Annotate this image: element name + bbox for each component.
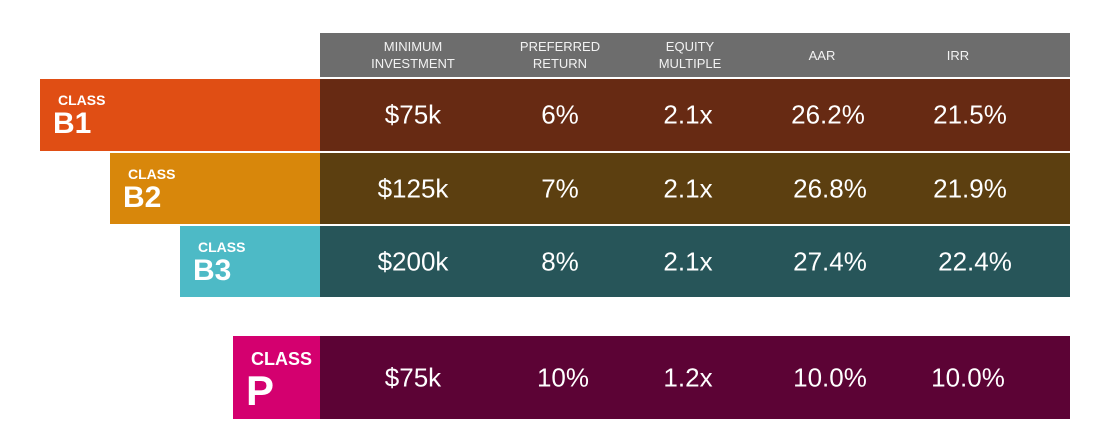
cell-value: 27.4%	[793, 246, 867, 276]
cell-value: $125k	[377, 173, 449, 203]
class-label: CLASS	[251, 349, 313, 369]
class-label: CLASS	[198, 239, 246, 255]
cell-value: 7%	[541, 173, 579, 203]
cell-value: 2.1x	[663, 246, 713, 276]
cell-value: 26.2%	[791, 99, 865, 130]
column-header: IRR	[946, 47, 970, 63]
cell-value: 10%	[536, 362, 590, 392]
cell-value: 10.0%	[931, 362, 1005, 392]
class-name: B2	[123, 181, 162, 214]
column-header: MINIMUM INVESTMENT	[371, 39, 455, 71]
row-band	[320, 336, 1070, 419]
cell-value: 1.2x	[663, 362, 713, 392]
cell-value: 22.4%	[938, 246, 1012, 276]
cell-value: $75k	[384, 99, 442, 130]
cell-value: 8%	[541, 246, 579, 276]
cell-value: 21.9%	[933, 173, 1007, 203]
cell-value: 2.1x	[663, 173, 713, 203]
class-name: B1	[53, 107, 92, 140]
class-name: B3	[193, 254, 232, 287]
cell-value: 10.0%	[793, 362, 867, 392]
cell-value: $200k	[377, 246, 449, 276]
class-box	[40, 79, 320, 151]
class-label: CLASS	[58, 92, 106, 108]
cell-value: 26.8%	[793, 173, 867, 203]
column-header: AAR	[808, 47, 836, 63]
class-label: CLASS	[128, 166, 176, 182]
column-header: EQUITY MULTIPLE	[658, 39, 722, 71]
class-box	[180, 226, 320, 297]
cell-value: 2.1x	[663, 99, 713, 130]
class-box	[233, 336, 320, 419]
cell-value: 21.5%	[933, 99, 1007, 130]
header-bar	[320, 33, 1070, 77]
column-header: PREFERRED RETURN	[519, 39, 601, 71]
cell-value: $75k	[384, 362, 442, 392]
class-name: P	[246, 367, 275, 414]
cell-value: 6%	[541, 99, 579, 130]
row-band	[320, 79, 1070, 151]
row-band	[320, 153, 1070, 224]
row-band	[320, 226, 1070, 297]
class-box	[110, 153, 320, 224]
